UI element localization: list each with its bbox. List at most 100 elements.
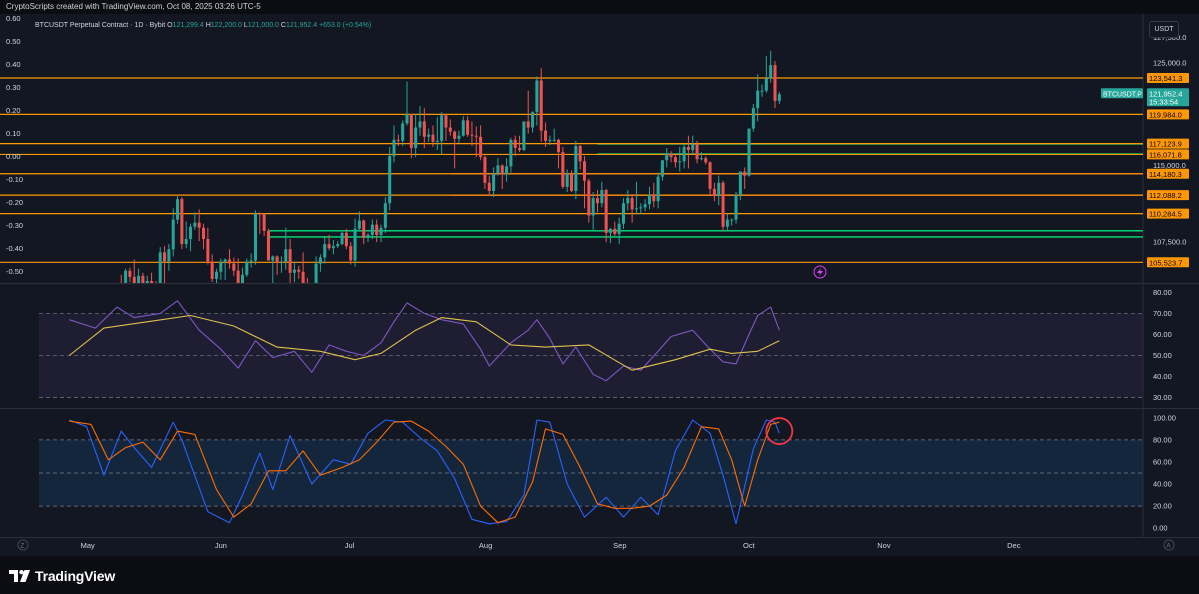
candle-up [353, 228, 357, 261]
candle-down [686, 146, 690, 151]
candle-up [427, 134, 431, 137]
left-axis-tick: 0.20 [6, 106, 21, 115]
candle-up [370, 224, 374, 235]
candle-up [323, 244, 327, 258]
candle-down [258, 213, 262, 215]
candle-down [132, 276, 136, 283]
candle-down [210, 261, 214, 279]
last-price-badge-bg [1147, 88, 1189, 107]
symbol-tag-bg [1101, 88, 1143, 99]
zoom-icon-label: Z [21, 544, 25, 550]
rsi-axis-tick: 50.00 [1153, 351, 1172, 360]
zoom-icon[interactable] [17, 539, 29, 551]
candle-up [734, 195, 738, 220]
legend-open-label: O [167, 22, 173, 29]
level-label-bg [1147, 73, 1189, 84]
level-label: 110,284.5 [1149, 210, 1182, 219]
candle-down [526, 121, 530, 128]
candle-down [673, 157, 677, 163]
left-axis-tick: 0.50 [6, 37, 21, 46]
candle-up [461, 120, 465, 136]
level-label: 123,541.3 [1149, 74, 1182, 83]
candle-up [747, 128, 751, 176]
candle-down [197, 222, 201, 228]
candle-down [163, 252, 167, 262]
rsi-axis-tick: 30.00 [1153, 393, 1172, 402]
caption: CryptoScripts created with TradingView.c… [6, 2, 261, 11]
tradingview-logo-icon [9, 570, 30, 582]
candle-down [474, 135, 478, 137]
candle-up [440, 115, 444, 141]
candle-up [318, 257, 322, 264]
candle-down [587, 180, 591, 216]
left-axis-tick: -0.30 [6, 221, 23, 230]
candle-up [682, 146, 686, 162]
candle-up [777, 94, 781, 101]
tradingview-logo[interactable]: TradingView [9, 568, 115, 584]
candle-up [492, 173, 496, 191]
candle-up [184, 239, 188, 245]
level-label: 114,180.3 [1149, 170, 1182, 179]
level-label-bg [1147, 190, 1189, 201]
candle-up [548, 139, 552, 141]
candle-up [189, 226, 193, 240]
left-axis-tick: -0.50 [6, 267, 23, 276]
candle-down [513, 139, 517, 148]
candle-down [275, 256, 279, 263]
candle-up [691, 143, 695, 151]
bar-countdown: 15:33:54 [1149, 97, 1178, 106]
candle-down [743, 171, 747, 176]
candle-up [600, 189, 604, 204]
candle-up [145, 280, 149, 283]
candle-up [643, 204, 647, 208]
candle-down [539, 80, 543, 131]
left-axis-tick: 0.10 [6, 129, 21, 138]
candle-down [227, 259, 232, 264]
candle-down [483, 157, 487, 183]
candle-up [219, 261, 223, 272]
candle-down [297, 269, 301, 272]
candle-down [128, 270, 132, 277]
candle-up [366, 234, 370, 238]
candle-down [236, 270, 240, 283]
candle-down [669, 154, 673, 158]
left-axis-tick: 0.00 [6, 152, 21, 161]
candle-up [388, 156, 392, 204]
candle-down [582, 161, 587, 181]
level-label: 116,071.8 [1149, 150, 1182, 159]
lightning-icon-ring [813, 265, 827, 279]
stoch-axis-tick: 20.00 [1153, 502, 1172, 511]
price-axis-tick: 115,000.0 [1153, 161, 1186, 170]
candle-up [621, 203, 625, 224]
candle-down [344, 232, 348, 247]
candle-up [383, 203, 387, 228]
symbol-legend: BTCUSDT Perpetual Contract · 1D · Bybit … [35, 22, 371, 29]
candle-down [487, 182, 491, 191]
candle-down [266, 230, 270, 261]
candle-up [626, 198, 630, 204]
level-label-bg [1147, 257, 1189, 268]
auto-scale-icon[interactable] [1163, 539, 1175, 551]
candle-down [448, 127, 452, 132]
annotation-circle [765, 417, 794, 445]
candle-up [271, 256, 275, 261]
legend-low: 121,000.0 [247, 22, 279, 29]
candle-up [764, 78, 768, 91]
candle-up [617, 223, 621, 234]
candle-down [310, 297, 313, 309]
time-axis-label: Dec [1007, 541, 1021, 550]
candle-up [509, 139, 513, 167]
left-axis-tick: 0.60 [6, 14, 21, 23]
left-axis-tick: 0.30 [6, 83, 21, 92]
level-label: 119,984.0 [1149, 110, 1182, 119]
lightning-icon[interactable] [813, 265, 827, 279]
candle-up [435, 140, 439, 142]
candle-up [769, 65, 773, 79]
candle-up [418, 121, 422, 128]
candle-up [656, 176, 660, 202]
legend-low-label: L [243, 22, 248, 29]
candle-up [756, 90, 760, 109]
currency-button[interactable]: USDT [1149, 21, 1179, 38]
candle-down [721, 182, 725, 227]
